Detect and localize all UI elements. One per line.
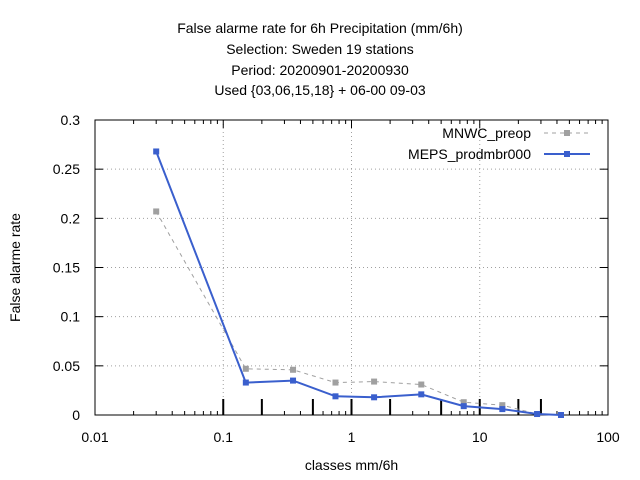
legend-swatch-point xyxy=(564,130,570,136)
legend-swatch-point xyxy=(564,151,570,157)
x-tick-label: 0.1 xyxy=(214,429,234,445)
data-point xyxy=(499,402,506,409)
chart-title-line-2: Selection: Sweden 19 stations xyxy=(226,41,414,57)
y-tick-label: 0.1 xyxy=(61,309,81,325)
y-tick-label: 0.2 xyxy=(61,210,81,226)
data-point xyxy=(153,148,160,155)
series-line xyxy=(155,211,562,416)
x-tick-label: 10 xyxy=(472,429,488,445)
data-point xyxy=(499,406,506,413)
y-tick-label: 0.25 xyxy=(53,161,80,177)
x-axis-title: classes mm/6h xyxy=(305,457,398,473)
data-point xyxy=(460,403,467,410)
legend: MNWC_preop MEPS_prodmbr000 xyxy=(408,125,590,162)
data-point xyxy=(290,377,297,384)
data-point xyxy=(371,394,378,401)
x-tick-label: 0.01 xyxy=(81,429,108,445)
x-tick-label: 1 xyxy=(348,429,356,445)
data-point xyxy=(418,381,425,388)
data-point xyxy=(534,411,541,418)
chart-title-line-3: Period: 20200901-20200930 xyxy=(231,62,409,78)
data-point xyxy=(242,365,249,372)
data-point xyxy=(418,391,425,398)
data-point xyxy=(460,399,467,406)
y-axis-title: False alarme rate xyxy=(7,213,23,322)
data-point xyxy=(371,378,378,385)
y-tick-label: 0.15 xyxy=(53,260,80,276)
x-tick-label: 100 xyxy=(596,429,620,445)
data-point xyxy=(332,379,339,386)
data-point xyxy=(332,393,339,400)
legend-label: MNWC_preop xyxy=(442,125,531,141)
data-point xyxy=(557,412,564,418)
class-threshold-marks xyxy=(222,399,542,415)
y-tick-label: 0.05 xyxy=(53,358,80,374)
series-MEPS_prodmbr000 xyxy=(153,148,564,418)
chart-title-line-4: Used {03,06,15,18} + 06-00 09-03 xyxy=(214,82,426,98)
grid-lines xyxy=(95,120,608,415)
series-line xyxy=(155,151,562,416)
data-point xyxy=(242,379,249,386)
y-tick-label: 0 xyxy=(72,407,80,423)
series-MNWC_preop xyxy=(153,208,564,418)
legend-label: MEPS_prodmbr000 xyxy=(408,146,531,162)
data-point xyxy=(290,366,297,373)
chart-title-line-1: False alarme rate for 6h Precipitation (… xyxy=(177,20,463,36)
y-tick-label: 0.3 xyxy=(61,112,81,128)
data-point xyxy=(153,208,160,215)
axis-ticks: 0 0.05 0.1 0.15 0.2 0.25 0.3 0.01 0.1 1 10 100 xyxy=(53,112,620,445)
series-lines xyxy=(153,148,564,418)
